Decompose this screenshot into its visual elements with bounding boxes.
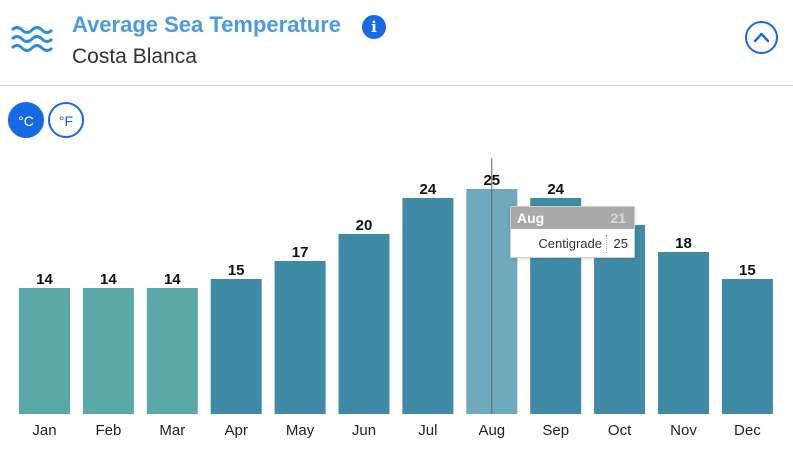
tooltip-month: Aug (517, 210, 545, 226)
x-tick-dec: Dec (734, 422, 761, 439)
x-tick-oct: Oct (608, 422, 632, 439)
bar-apr[interactable] (210, 279, 262, 414)
bar-dec[interactable] (721, 279, 773, 414)
x-tick-apr: Apr (225, 422, 248, 439)
page-title: Average Sea Temperature (72, 12, 342, 37)
widget-header: Average Sea Temperature i Costa Blanca (0, 0, 793, 86)
tooltip-value: 25 (613, 236, 628, 251)
tooltip-series-label: Centigrade (538, 236, 602, 251)
data-label-jun: 20 (356, 217, 373, 234)
data-label-sep: 24 (547, 181, 564, 198)
bar-nov[interactable] (658, 252, 709, 414)
tooltip-row: Centigrade 25 (511, 234, 634, 254)
bar-jan[interactable] (19, 288, 70, 414)
temperature-chart: 14Jan14Feb14Mar15Apr17May20Jun24Jul25Aug… (19, 158, 773, 439)
x-tick-feb: Feb (95, 422, 121, 439)
collapse-button[interactable] (745, 21, 778, 54)
tooltip-header: Aug 21 (511, 207, 634, 229)
data-label-nov: 18 (675, 235, 692, 252)
bar-jul[interactable] (402, 198, 454, 414)
x-tick-may: May (286, 422, 315, 439)
x-tick-aug: Aug (478, 422, 505, 439)
waves-icon (10, 26, 54, 52)
data-label-mar: 14 (164, 271, 181, 288)
x-tick-nov: Nov (670, 422, 697, 439)
location-subtitle: Costa Blanca (72, 45, 197, 68)
x-tick-jun: Jun (352, 422, 376, 439)
x-tick-jul: Jul (418, 422, 437, 439)
x-tick-mar: Mar (159, 422, 185, 439)
bar-feb[interactable] (82, 288, 134, 414)
data-label-feb: 14 (100, 271, 117, 288)
data-label-may: 17 (292, 244, 309, 261)
bar-mar[interactable] (146, 288, 198, 414)
fahrenheit-toggle[interactable]: °F (48, 102, 84, 138)
bar-may[interactable] (274, 261, 326, 414)
x-tick-jan: Jan (32, 422, 56, 439)
tooltip-ghost-value: 21 (610, 210, 626, 226)
bar-jun[interactable] (338, 234, 390, 414)
info-icon[interactable]: i (362, 15, 386, 39)
x-tick-sep: Sep (542, 422, 569, 439)
chevron-up-icon (753, 32, 770, 43)
data-label-apr: 15 (228, 262, 245, 279)
data-label-jan: 14 (36, 271, 53, 288)
data-label-jul: 24 (420, 181, 437, 198)
data-label-dec: 15 (739, 262, 756, 279)
chart-tooltip: Aug 21 Centigrade 25 (510, 206, 635, 258)
celsius-toggle[interactable]: °C (8, 102, 44, 138)
